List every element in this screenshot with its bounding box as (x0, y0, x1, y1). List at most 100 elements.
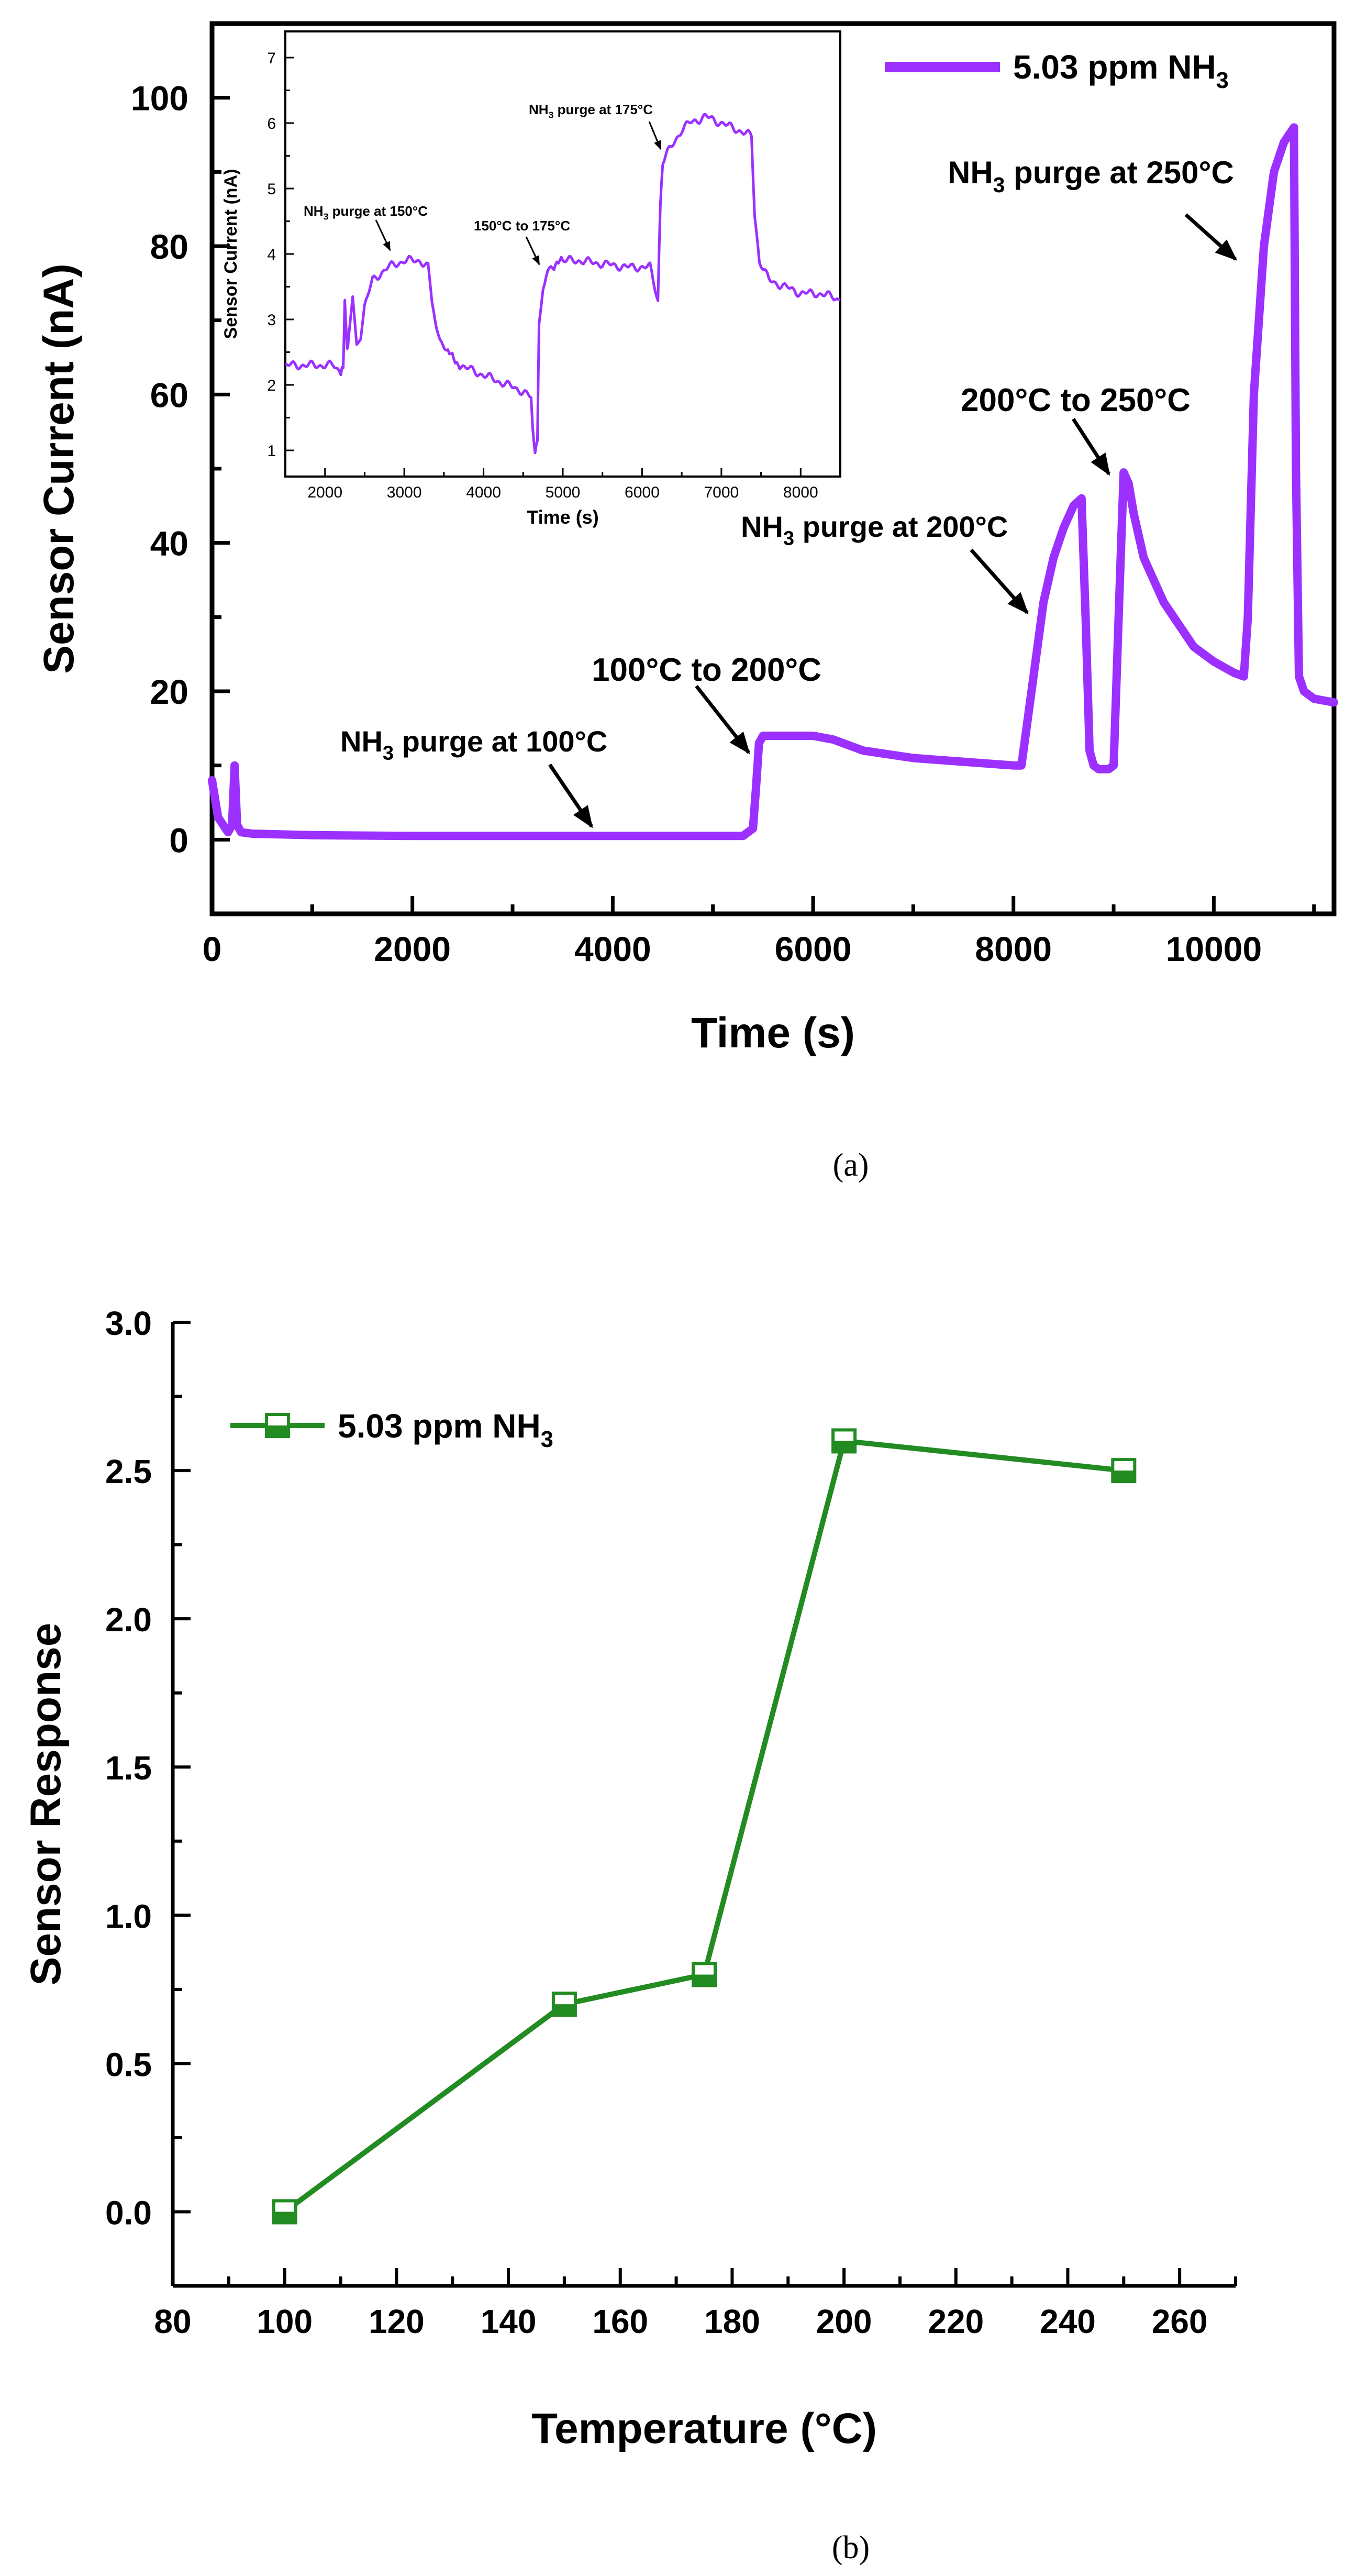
annotation-arrow-100-to-200 (695, 684, 750, 755)
legend-label-main: 5.03 ppm NH (1013, 48, 1216, 86)
annotation-purge-100: NH3 purge at 100°C (340, 725, 607, 765)
inset-x-tick-label: 5000 (546, 484, 581, 501)
inset-data-line (284, 113, 841, 455)
y-tick-label: 40 (150, 524, 188, 563)
annotation-100-to-200: 100°C to 200°C (592, 652, 821, 688)
inset-annotation-purge-150: NH3 purge at 150°C (304, 203, 428, 222)
legend-a: 5.03 ppm NH3 (885, 48, 1229, 93)
annotation-arrow-purge-200 (970, 548, 1029, 615)
inset-y-tick-label: 7 (267, 50, 276, 67)
annotation-purge-200-sub: 3 (783, 528, 794, 550)
x-tick-label: 0 (203, 930, 222, 968)
data-point (831, 1428, 857, 1454)
inset-x-tick-label: 2000 (307, 484, 342, 501)
x-axis-title: Time (s) (691, 1009, 855, 1057)
inset-chart: 2000 3000 4000 5000 6000 7000 8000 1 2 3 4 5 6 7 Time … (221, 30, 841, 528)
legend-label-sub: 3 (1216, 68, 1229, 93)
inset-x-tick-label: 8000 (783, 484, 818, 501)
data-point-fill (553, 2004, 575, 2016)
inset-arrow-purge-150 (375, 219, 391, 251)
x-tick-label: 8000 (975, 930, 1052, 968)
panel-a-x-axis: 0 2000 4000 6000 8000 10000 (203, 896, 1316, 968)
inset-y-tick-label: 2 (267, 377, 276, 394)
inset-x-tick-label: 3000 (387, 484, 422, 501)
legend-swatch-marker-fill (266, 1425, 288, 1436)
legend-label-sub: 3 (541, 1427, 553, 1452)
data-point-fill (693, 1974, 715, 1986)
x-tick-label: 260 (1152, 2303, 1208, 2340)
annotation-purge-250-rest: purge at 250°C (1005, 155, 1233, 190)
panel-b: 80 100 120 140 160 180 200 220 240 260 0.0 0.5 1.0 1.… (22, 1304, 1237, 2566)
inset-x-tick-label: 4000 (466, 484, 501, 501)
x-tick-label: 240 (1040, 2303, 1096, 2340)
annotation-purge-100-main: NH (340, 725, 383, 758)
data-point-fill (1113, 1471, 1135, 1482)
caption-b: (b) (832, 2530, 870, 2566)
data-point (272, 2199, 297, 2225)
annotation-200-to-250: 200°C to 250°C (961, 382, 1191, 418)
y-tick-label: 0 (169, 821, 188, 859)
x-tick-label: 4000 (574, 930, 651, 968)
annotation-purge-100-sub: 3 (383, 743, 394, 765)
inset-y-tick-label: 3 (267, 312, 276, 329)
inset-annotation-purge-150-sub: 3 (324, 211, 329, 222)
x-tick-label: 180 (704, 2303, 760, 2340)
inset-annotation-purge-175-main: NH (529, 102, 549, 117)
y-tick-label: 80 (150, 227, 188, 266)
annotation-arrow-purge-250 (1184, 213, 1238, 261)
inset-x-tick-label: 6000 (625, 484, 660, 501)
inset-x-tick-label: 7000 (704, 484, 739, 501)
y-tick-label: 2.5 (105, 1453, 152, 1490)
y-tick-label: 1.0 (105, 1897, 152, 1935)
legend-label-main: 5.03 ppm NH (338, 1407, 541, 1445)
inset-axes-frame (284, 30, 841, 478)
y-tick-label: 0.5 (105, 2046, 152, 2083)
x-tick-label: 2000 (374, 930, 451, 968)
panel-b-x-axis: 80 100 120 140 160 180 200 220 240 260 (154, 2268, 1237, 2340)
annotation-purge-100-rest: purge at 100°C (394, 725, 607, 758)
inset-arrow-150-to-175 (525, 236, 540, 266)
inset-y-tick-label: 4 (267, 246, 276, 263)
x-tick-label: 220 (928, 2303, 984, 2340)
x-axis-title: Temperature (°C) (531, 2405, 877, 2452)
y-tick-label: 20 (150, 672, 188, 711)
annotation-purge-250-main: NH (948, 155, 993, 190)
y-tick-label: 1.5 (105, 1749, 152, 1787)
panel-b-y-axis: 0.0 0.5 1.0 1.5 2.0 2.5 3.0 (105, 1304, 191, 2287)
x-tick-label: 160 (592, 2303, 648, 2340)
y-tick-label: 100 (131, 79, 188, 118)
x-tick-label: 10000 (1166, 930, 1262, 968)
y-tick-label: 0.0 (105, 2194, 152, 2231)
data-line-series-b (283, 1438, 1124, 2214)
y-axis-title: Sensor Response (22, 1623, 70, 1986)
annotation-purge-200-rest: purge at 200°C (794, 510, 1008, 543)
x-tick-label: 6000 (775, 930, 852, 968)
inset-annotation-150-to-175: 150°C to 175°C (474, 218, 570, 234)
annotation-purge-200-main: NH (741, 510, 783, 543)
inset-y-tick-label: 5 (267, 181, 276, 198)
inset-annotation-purge-150-main: NH (304, 203, 324, 219)
y-tick-label: 2.0 (105, 1601, 152, 1639)
inset-annotation-purge-175-rest: purge at 175°C (553, 102, 653, 117)
inset-annotation-purge-175-sub: 3 (549, 109, 554, 120)
data-point (692, 1962, 717, 1987)
data-point-fill (833, 1441, 855, 1452)
x-tick-label: 140 (481, 2303, 537, 2340)
inset-x-axis-title: Time (s) (527, 506, 598, 528)
y-tick-label: 3.0 (105, 1304, 152, 1342)
panel-a-y-axis: 0 20 40 60 80 100 (131, 21, 230, 916)
x-tick-label: 80 (154, 2303, 191, 2340)
annotation-purge-250-sub: 3 (993, 173, 1005, 197)
annotation-purge-250: NH3 purge at 250°C (948, 155, 1234, 197)
inset-arrow-purge-175 (648, 121, 662, 150)
legend-b: 5.03 ppm NH3 (230, 1407, 553, 1452)
legend-label: 5.03 ppm NH3 (1013, 48, 1229, 93)
data-point (551, 1992, 577, 2017)
inset-annotation-purge-175: NH3 purge at 175°C (529, 102, 653, 120)
x-tick-label: 100 (257, 2303, 313, 2340)
x-tick-label: 120 (369, 2303, 425, 2340)
legend-swatch-marker (265, 1413, 290, 1438)
annotation-arrow-purge-100 (548, 764, 593, 828)
